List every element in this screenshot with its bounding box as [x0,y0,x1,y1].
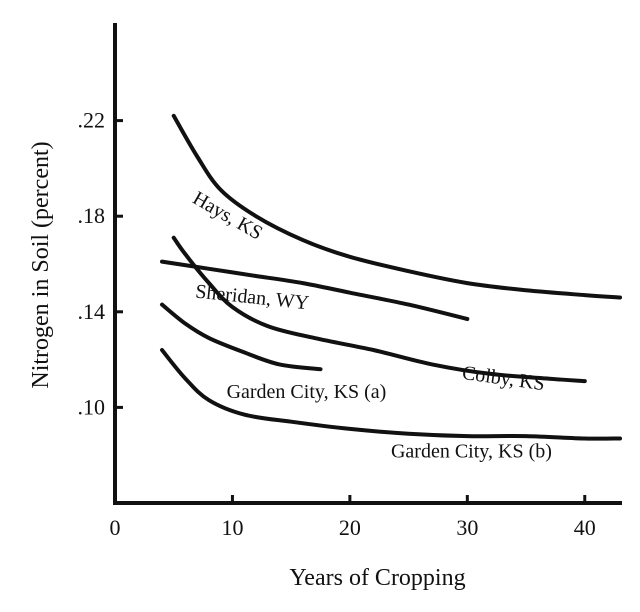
x-tick-label: 10 [221,515,243,540]
axes [113,23,622,505]
x-axis-label: Years of Cropping [289,565,465,591]
series-line-colby-ks [171,235,587,384]
ticks: 0 10 20 30 40 .10 .14 .18 .22 [78,108,596,540]
y-tick-label: .10 [78,394,106,419]
series-line-garden-city-ks-b [160,348,622,441]
x-tick-label: 30 [456,515,478,540]
y-tick-label: .14 [78,299,106,324]
y-tick-label: .22 [78,108,106,133]
series-label-garden-city-ks-a: Garden City, KS (a) [227,381,387,403]
x-tick-label: 20 [339,515,361,540]
series-line-hays-ks [171,113,622,300]
series-label-sheridan-wy: Sheridan, WY [194,281,310,315]
series-line-garden-city-ks-a [160,302,323,372]
series-label-garden-city-ks-b: Garden City, KS (b) [391,441,552,463]
series-label-colby-ks: Colby, KS [461,362,546,395]
y-tick-label: .18 [78,203,106,228]
x-tick-label: 40 [574,515,596,540]
series-line-sheridan-wy [160,259,470,321]
series-group [160,113,622,441]
x-tick-label: 0 [110,515,121,540]
y-axis-label: Nitrogen in Soil (percent) [28,141,54,388]
